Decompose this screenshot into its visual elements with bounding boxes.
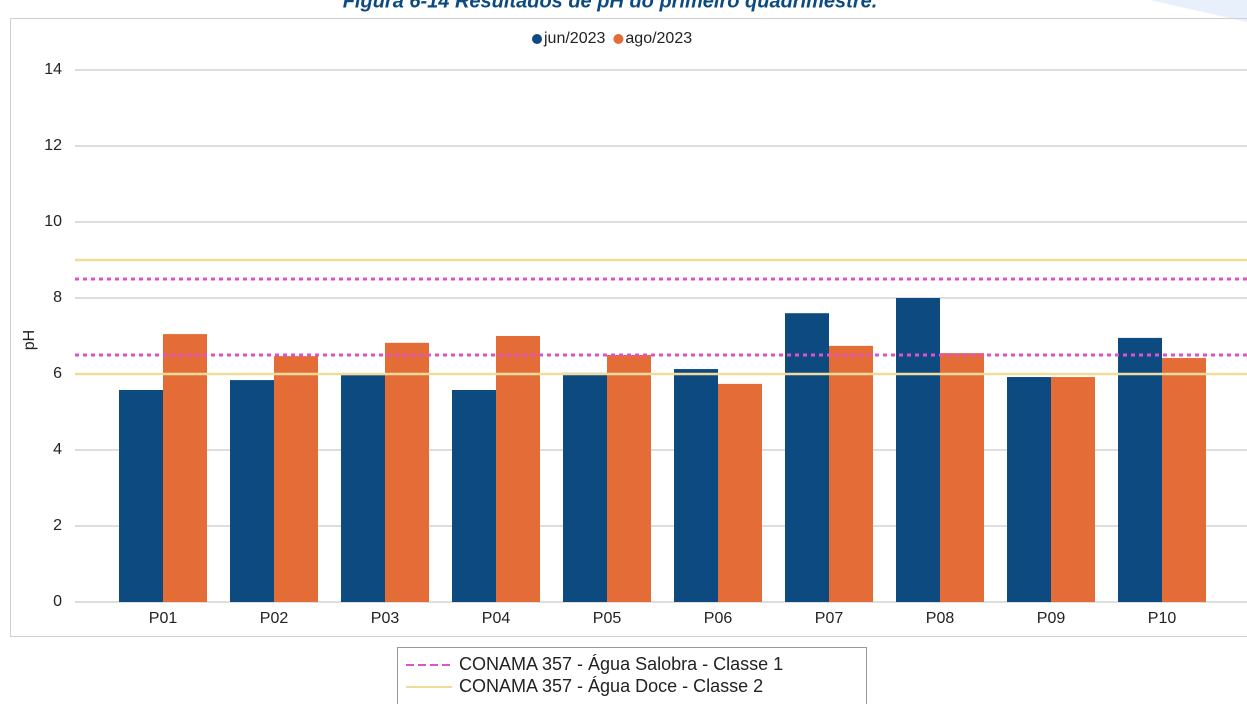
bar [452, 390, 496, 602]
bar [718, 384, 762, 602]
y-tick-label: 2 [53, 517, 62, 534]
bar [1118, 338, 1162, 602]
bar [829, 346, 873, 602]
bar [1051, 377, 1095, 602]
x-tick-label: P01 [149, 610, 178, 627]
bar [385, 343, 429, 602]
x-tick-label: P04 [482, 610, 511, 627]
bar [274, 356, 318, 602]
bar [674, 369, 718, 602]
bar [230, 380, 274, 602]
x-tick-label: P08 [926, 610, 955, 627]
y-axis-label: pH [21, 330, 38, 350]
bar [1162, 358, 1206, 602]
y-tick-label: 10 [44, 213, 62, 230]
bar [896, 298, 940, 602]
legend-marker [613, 34, 623, 44]
x-tick-label: P07 [815, 610, 844, 627]
bar [785, 313, 829, 602]
legend-marker [532, 34, 542, 44]
bar [563, 373, 607, 602]
y-tick-label: 8 [53, 289, 62, 306]
y-tick-label: 14 [44, 61, 62, 78]
x-tick-label: P03 [371, 610, 400, 627]
bar [607, 355, 651, 602]
x-tick-label: P09 [1037, 610, 1066, 627]
y-tick-label: 12 [44, 137, 62, 154]
x-tick-label: P05 [593, 610, 622, 627]
x-tick-label: P02 [260, 610, 289, 627]
legend-label: jun/2023 [543, 30, 605, 47]
legend-label: CONAMA 357 - Água Doce - Classe 2 [459, 676, 763, 696]
legend-label: ago/2023 [625, 30, 692, 47]
y-tick-label: 4 [53, 441, 62, 458]
y-tick-label: 6 [53, 365, 62, 382]
x-tick-label: P10 [1148, 610, 1177, 627]
bar [940, 353, 984, 602]
bar [341, 375, 385, 602]
x-tick-label: P06 [704, 610, 733, 627]
legend-label: CONAMA 357 - Água Salobra - Classe 1 [459, 654, 783, 674]
chart-title: Figura 6-14 Resultados de pH do primeiro… [343, 0, 878, 12]
bar [1007, 377, 1051, 602]
bar [119, 390, 163, 602]
y-tick-label: 0 [53, 593, 62, 610]
bar [496, 336, 540, 602]
